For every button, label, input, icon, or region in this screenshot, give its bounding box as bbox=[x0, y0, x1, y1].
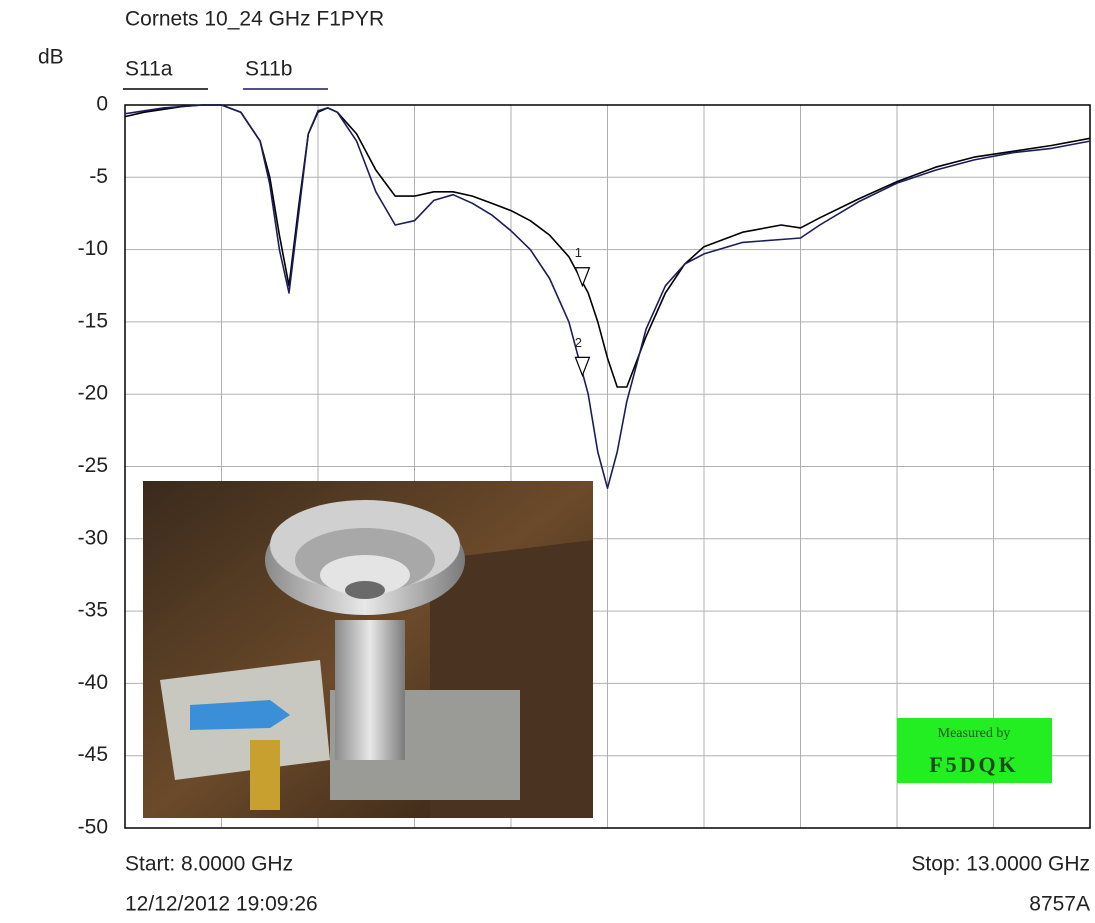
legend-label: S11b bbox=[245, 58, 293, 81]
y-tick-label: -10 bbox=[78, 237, 108, 260]
legend-label: S11a bbox=[125, 58, 173, 81]
y-tick-label: -45 bbox=[78, 743, 108, 766]
photo-horn-throat bbox=[345, 581, 385, 599]
y-tick-label: -25 bbox=[78, 454, 108, 477]
y-tick-label: -40 bbox=[78, 671, 108, 694]
photo-waveguide bbox=[335, 620, 405, 760]
instrument: 8757A bbox=[1029, 893, 1090, 916]
marker-label: 2 bbox=[575, 335, 582, 350]
chart: Cornets 10_24 GHz F1PYR dB Start: 8.0000… bbox=[0, 0, 1095, 923]
y-tick-label: 0 bbox=[96, 93, 108, 116]
badge-line: Measured by bbox=[938, 726, 1011, 741]
y-tick-label: -35 bbox=[78, 599, 108, 622]
y-tick-label: -30 bbox=[78, 526, 108, 549]
page: Cornets 10_24 GHz F1PYR dB Start: 8.0000… bbox=[0, 0, 1095, 923]
y-tick-label: -5 bbox=[89, 165, 108, 188]
photo-connector bbox=[250, 740, 280, 810]
y-tick-label: -50 bbox=[78, 816, 108, 839]
marker-label: 1 bbox=[575, 245, 582, 260]
y-axis-label: dB bbox=[38, 46, 64, 69]
y-tick-label: -20 bbox=[78, 382, 108, 405]
badge-name: F5DQK bbox=[929, 752, 1019, 777]
timestamp: 12/12/2012 19:09:26 bbox=[125, 893, 318, 916]
chart-title: Cornets 10_24 GHz F1PYR bbox=[125, 8, 384, 31]
stop-label: Stop: 13.0000 GHz bbox=[911, 853, 1090, 876]
y-tick-label: -15 bbox=[78, 309, 108, 332]
photo-inset bbox=[143, 481, 593, 818]
start-label: Start: 8.0000 GHz bbox=[125, 853, 293, 876]
